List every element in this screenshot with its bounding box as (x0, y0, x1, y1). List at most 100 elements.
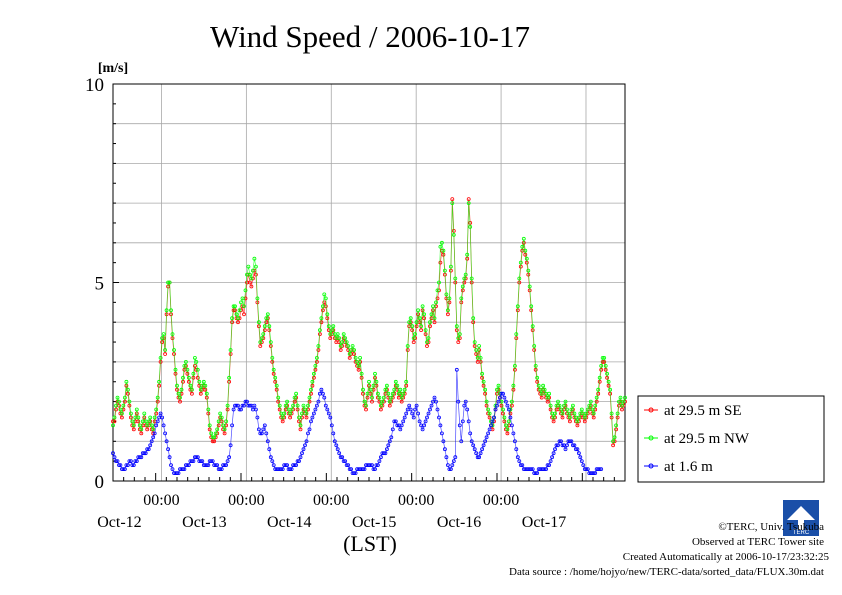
data-point (422, 423, 427, 428)
data-point (575, 419, 580, 424)
data-point (472, 447, 477, 452)
data-point (460, 284, 465, 289)
data-point (310, 379, 315, 384)
data-point (545, 399, 550, 404)
x-tick-label-day: Oct-12 (97, 514, 141, 531)
data-point (170, 332, 175, 337)
data-point (289, 467, 294, 472)
data-point (374, 463, 379, 468)
data-point (270, 459, 275, 464)
data-point (420, 427, 425, 432)
data-point (441, 248, 446, 253)
data-point (322, 395, 327, 400)
data-point (264, 316, 269, 321)
data-point (326, 411, 331, 416)
data-point (256, 427, 261, 432)
legend-box (637, 395, 825, 483)
created-timestamp-text: Created Automatically at 2006-10-17/23:3… (622, 551, 829, 563)
data-point (490, 419, 495, 424)
data-point (508, 415, 513, 420)
data-point (189, 387, 194, 392)
data-point (237, 308, 242, 313)
data-point (478, 451, 483, 456)
data-point (131, 463, 136, 468)
data-point (438, 423, 443, 428)
data-point (390, 427, 395, 432)
terc-logo-icon: TERC (783, 500, 819, 536)
data-point (341, 332, 346, 337)
data-point (166, 280, 171, 285)
data-point (495, 403, 499, 408)
data-point (404, 383, 409, 388)
data-point (267, 324, 272, 329)
data-point (121, 403, 126, 408)
data-point (161, 332, 166, 337)
data-point (230, 316, 235, 321)
data-point (469, 276, 474, 281)
data-point (398, 387, 403, 392)
data-point (442, 447, 447, 452)
data-point (620, 403, 624, 408)
data-point (393, 419, 398, 424)
data-point (316, 344, 321, 348)
data-point (332, 439, 337, 444)
data-point (407, 320, 412, 325)
data-point (425, 344, 429, 348)
data-point (451, 232, 456, 237)
data-point (126, 463, 130, 468)
data-point (386, 391, 391, 396)
data-point (155, 395, 160, 400)
data-point (602, 359, 607, 364)
data-point (325, 407, 330, 412)
data-point (615, 411, 620, 416)
data-point (526, 268, 531, 273)
data-point (395, 423, 400, 428)
data-point (253, 407, 258, 412)
data-point (280, 415, 285, 420)
data-point (502, 395, 507, 400)
data-point (447, 467, 452, 472)
data-point (513, 439, 517, 444)
data-point (408, 316, 413, 321)
grid (113, 84, 625, 481)
data-point (460, 419, 465, 424)
data-point (419, 328, 424, 333)
data-point (401, 391, 406, 396)
data-point (204, 463, 209, 468)
data-point (331, 324, 336, 329)
data-point (469, 439, 474, 444)
data-point (438, 260, 443, 265)
data-point (344, 463, 349, 468)
data-point (450, 201, 455, 206)
data-point (222, 463, 227, 468)
data-point (169, 463, 173, 468)
data-point (271, 371, 276, 376)
data-point (259, 431, 264, 436)
data-point (551, 419, 556, 424)
data-point (130, 463, 135, 468)
data-point (126, 387, 130, 392)
data-point (268, 340, 273, 345)
data-point (584, 411, 589, 416)
data-point (209, 459, 214, 464)
data-point (197, 379, 202, 384)
logo-text: TERC (793, 530, 810, 536)
data-point (591, 471, 596, 476)
data-point (240, 296, 245, 301)
data-point (432, 395, 437, 400)
data-point (203, 387, 208, 392)
data-point (456, 340, 461, 345)
data-point (565, 443, 569, 448)
data-point (551, 415, 556, 420)
data-point (386, 443, 391, 448)
data-point (425, 340, 429, 345)
data-point (212, 439, 217, 444)
data-point (463, 272, 468, 277)
data-point (134, 407, 139, 412)
data-point (175, 383, 179, 388)
data-point (621, 399, 626, 404)
data-point (542, 387, 547, 392)
data-point (381, 451, 386, 456)
data-point (160, 336, 165, 341)
data-point (288, 411, 293, 416)
